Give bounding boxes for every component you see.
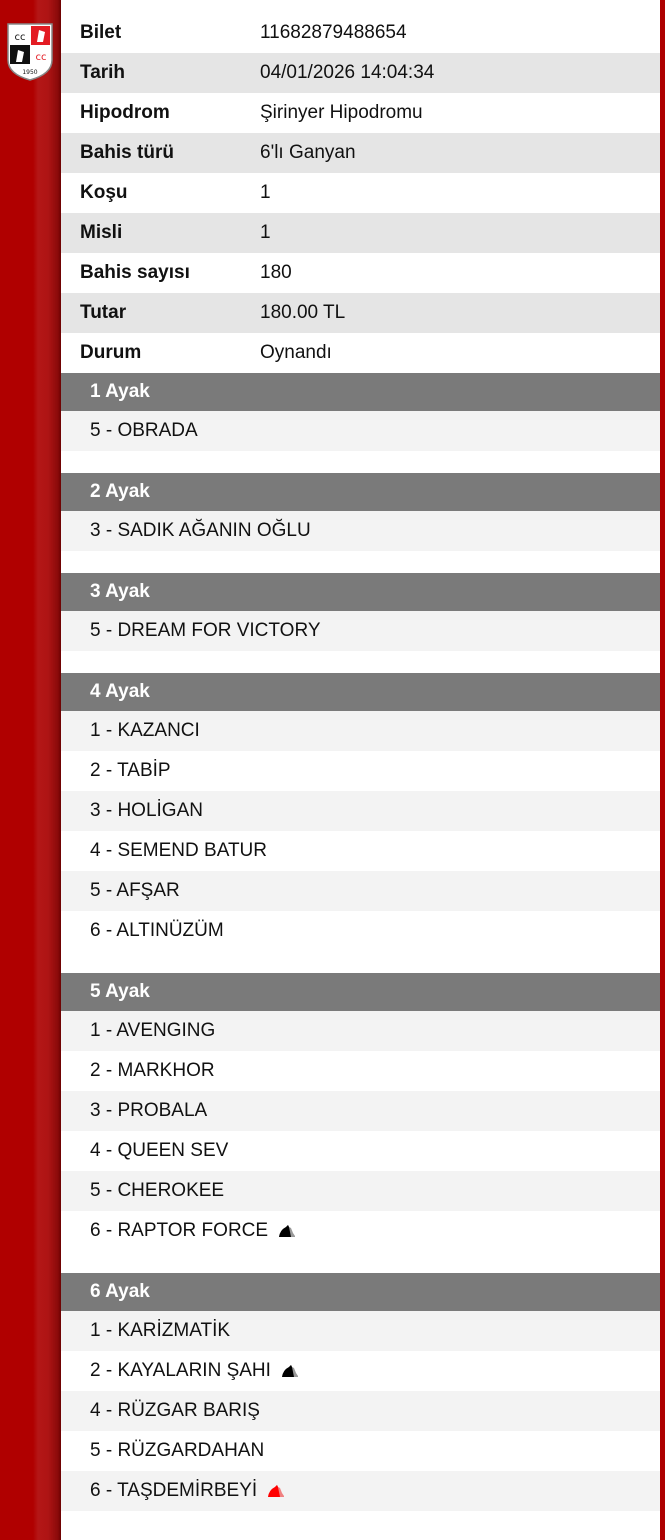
horse-item: 2 - KAYALARIN ŞAHI	[61, 1351, 660, 1391]
info-label: Bilet	[80, 22, 122, 43]
ticket-info-table: Bilet 11682879488654 Tarih 04/01/2026 14:04…	[61, 13, 660, 373]
horse-item: 4 - RÜZGAR BARIŞ	[61, 1391, 660, 1431]
horse-name: 4 - SEMEND BATUR	[90, 840, 268, 861]
info-label: Tutar	[80, 302, 127, 323]
horse-item: 2 - MARKHOR	[61, 1051, 660, 1091]
info-row: Koşu 1	[61, 173, 660, 213]
horse-item: 2 - TABİP	[61, 751, 660, 791]
svg-text:cc: cc	[15, 32, 26, 43]
leg-section: 3 Ayak 5 - DREAM FOR VICTORY	[61, 573, 660, 651]
horse-item: 4 - QUEEN SEV	[61, 1131, 660, 1171]
info-row: Misli 1	[61, 213, 660, 253]
leg-header: 2 Ayak	[61, 473, 660, 511]
horse-name: 4 - QUEEN SEV	[90, 1140, 229, 1161]
info-row: Bilet 11682879488654	[61, 13, 660, 53]
horse-name: 4 - RÜZGAR BARIŞ	[90, 1400, 260, 1421]
info-row: Durum Oynandı	[61, 333, 660, 373]
info-value: 1	[260, 182, 271, 203]
leg-header: 4 Ayak	[61, 673, 660, 711]
horse-item: 6 - TAŞDEMİRBEYİ	[61, 1471, 660, 1511]
info-value: 180.00 TL	[260, 302, 346, 323]
info-value: 1	[260, 222, 271, 243]
horse-head-icon	[281, 1365, 298, 1377]
horse-name: 3 - SADIK AĞANIN OĞLU	[90, 520, 311, 541]
legs-list: 1 Ayak 5 - OBRADA 2 Ayak 3 - SADIK AĞANIN O…	[61, 373, 660, 1511]
info-label: Bahis sayısı	[80, 262, 190, 283]
horse-name: 5 - CHEROKEE	[90, 1180, 225, 1201]
info-label: Koşu	[80, 182, 128, 203]
info-value: Şirinyer Hipodromu	[260, 102, 423, 123]
horse-name: 1 - KAZANCI	[90, 720, 200, 741]
info-label: Bahis türü	[80, 142, 174, 163]
horse-name: 2 - TABİP	[90, 760, 171, 781]
horse-item: 6 - ALTINÜZÜM	[61, 911, 660, 951]
horse-item: 5 - DREAM FOR VICTORY	[61, 611, 660, 651]
club-logo: cc cc 1950	[7, 23, 53, 81]
leg-header: 5 Ayak	[61, 973, 660, 1011]
right-border	[660, 0, 665, 1540]
horse-item: 4 - SEMEND BATUR	[61, 831, 660, 871]
info-value: 180	[260, 262, 292, 283]
horse-name: 6 - ALTINÜZÜM	[90, 920, 224, 941]
horse-name: 5 - OBRADA	[90, 420, 198, 441]
leg-section: 2 Ayak 3 - SADIK AĞANIN OĞLU	[61, 473, 660, 551]
horse-name: 3 - HOLİGAN	[90, 800, 203, 821]
horse-name: 6 - TAŞDEMİRBEYİ	[90, 1480, 258, 1501]
leg-header: 3 Ayak	[61, 573, 660, 611]
leg-section: 1 Ayak 5 - OBRADA	[61, 373, 660, 451]
info-value: 6'lı Ganyan	[260, 142, 356, 163]
info-label: Misli	[80, 222, 123, 243]
info-row: Bahis türü 6'lı Ganyan	[61, 133, 660, 173]
info-label: Tarih	[80, 62, 126, 83]
info-row: Bahis sayısı 180	[61, 253, 660, 293]
info-row: Tarih 04/01/2026 14:04:34	[61, 53, 660, 93]
info-row: Hipodrom Şirinyer Hipodromu	[61, 93, 660, 133]
horse-item: 1 - AVENGING	[61, 1011, 660, 1051]
horse-head-icon	[279, 1225, 296, 1237]
leg-section: 4 Ayak 1 - KAZANCI 2 - TABİP 3 - HOLİGAN 4 -…	[61, 673, 660, 951]
horse-item: 5 - RÜZGARDAHAN	[61, 1431, 660, 1471]
horse-item: 5 - AFŞAR	[61, 871, 660, 911]
info-value: 11682879488654	[260, 22, 407, 43]
horse-name: 6 - RAPTOR FORCE	[90, 1220, 269, 1241]
info-label: Hipodrom	[80, 102, 170, 123]
horse-name: 3 - PROBALA	[90, 1100, 208, 1121]
horse-name: 5 - RÜZGARDAHAN	[90, 1440, 265, 1461]
horse-item: 1 - KAZANCI	[61, 711, 660, 751]
info-value: Oynandı	[260, 342, 332, 363]
leg-section: 6 Ayak 1 - KARİZMATİK 2 - KAYALARIN ŞAHI 4 …	[61, 1273, 660, 1511]
horse-head-icon	[268, 1485, 285, 1497]
info-row: Tutar 180.00 TL	[61, 293, 660, 333]
horse-name: 2 - MARKHOR	[90, 1060, 215, 1081]
horse-name: 5 - DREAM FOR VICTORY	[90, 620, 321, 641]
leg-header: 6 Ayak	[61, 1273, 660, 1311]
leg-section: 5 Ayak 1 - AVENGING 2 - MARKHOR 3 - PROBALA…	[61, 973, 660, 1251]
horse-name: 2 - KAYALARIN ŞAHI	[90, 1360, 271, 1381]
horse-item: 1 - KARİZMATİK	[61, 1311, 660, 1351]
horse-name: 1 - AVENGING	[90, 1020, 216, 1041]
horse-name: 1 - KARİZMATİK	[90, 1320, 231, 1341]
svg-text:1950: 1950	[22, 69, 37, 76]
info-value: 04/01/2026 14:04:34	[260, 62, 435, 83]
leg-header: 1 Ayak	[61, 373, 660, 411]
horse-item: 6 - RAPTOR FORCE	[61, 1211, 660, 1251]
info-label: Durum	[80, 342, 142, 363]
svg-text:cc: cc	[36, 52, 47, 63]
horse-item: 3 - SADIK AĞANIN OĞLU	[61, 511, 660, 551]
horse-item: 5 - CHEROKEE	[61, 1171, 660, 1211]
horse-item: 3 - HOLİGAN	[61, 791, 660, 831]
horse-name: 5 - AFŞAR	[90, 880, 180, 901]
horse-item: 5 - OBRADA	[61, 411, 660, 451]
horse-item: 3 - PROBALA	[61, 1091, 660, 1131]
ticket-detail: Bilet 11682879488654 Tarih 04/01/2026 14:04…	[61, 13, 660, 1533]
sidebar: cc cc 1950	[0, 0, 61, 1540]
